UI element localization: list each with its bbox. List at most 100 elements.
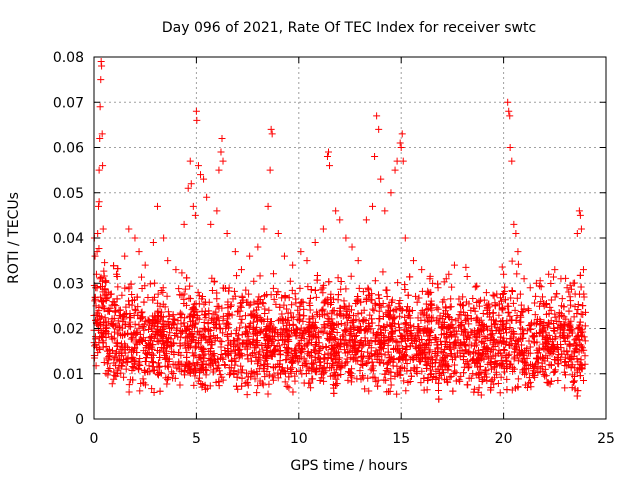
data-point bbox=[489, 291, 497, 299]
data-point bbox=[532, 292, 540, 300]
data-point bbox=[442, 304, 450, 312]
data-point bbox=[319, 343, 327, 351]
data-point bbox=[466, 334, 474, 342]
data-point bbox=[107, 290, 115, 298]
data-point bbox=[270, 270, 278, 278]
data-point bbox=[525, 379, 533, 387]
data-point bbox=[223, 332, 231, 340]
data-point bbox=[526, 378, 534, 386]
data-point-peak bbox=[575, 207, 583, 215]
data-point bbox=[258, 341, 266, 349]
data-point bbox=[140, 298, 148, 306]
data-point bbox=[367, 350, 375, 358]
data-point bbox=[257, 362, 265, 370]
data-point bbox=[150, 388, 158, 396]
data-point bbox=[293, 325, 301, 333]
data-point-peak bbox=[459, 293, 467, 301]
data-point bbox=[104, 294, 112, 302]
data-point bbox=[478, 354, 486, 362]
data-point bbox=[582, 308, 590, 316]
data-point bbox=[225, 364, 233, 372]
data-point bbox=[451, 361, 459, 369]
data-point bbox=[498, 263, 506, 271]
data-point bbox=[510, 365, 518, 373]
data-point bbox=[343, 341, 351, 349]
data-point bbox=[139, 375, 147, 383]
data-point bbox=[576, 318, 584, 326]
data-point bbox=[417, 350, 425, 358]
data-point bbox=[317, 286, 325, 294]
data-point-peak bbox=[187, 180, 195, 188]
data-point bbox=[428, 353, 436, 361]
data-point bbox=[434, 379, 442, 387]
data-point bbox=[288, 286, 296, 294]
data-point bbox=[371, 277, 379, 285]
data-point bbox=[280, 301, 288, 309]
data-point bbox=[236, 302, 244, 310]
data-point bbox=[387, 368, 395, 376]
data-point bbox=[352, 299, 360, 307]
data-point bbox=[190, 300, 198, 308]
data-point-peak bbox=[532, 279, 540, 287]
data-point bbox=[320, 368, 328, 376]
data-point bbox=[547, 280, 555, 288]
data-point bbox=[540, 354, 548, 362]
data-point bbox=[181, 285, 189, 293]
data-point bbox=[228, 311, 236, 319]
data-point-peak bbox=[172, 266, 180, 274]
data-point bbox=[496, 389, 504, 397]
data-point bbox=[566, 326, 574, 334]
data-point-peak bbox=[500, 270, 508, 278]
data-point-peak bbox=[577, 225, 585, 233]
data-point bbox=[497, 357, 505, 365]
data-point bbox=[114, 283, 122, 291]
data-point bbox=[111, 371, 119, 379]
data-point bbox=[195, 292, 203, 300]
data-point bbox=[362, 360, 370, 368]
data-point bbox=[444, 366, 452, 374]
data-point bbox=[529, 333, 537, 341]
data-point bbox=[133, 348, 141, 356]
data-point bbox=[279, 316, 287, 324]
data-point bbox=[540, 318, 548, 326]
data-point bbox=[391, 313, 399, 321]
data-point bbox=[373, 355, 381, 363]
data-point bbox=[110, 328, 118, 336]
data-point bbox=[174, 333, 182, 341]
data-point-peak bbox=[409, 257, 417, 265]
data-point-peak bbox=[539, 293, 547, 301]
data-point bbox=[320, 377, 328, 385]
data-point bbox=[221, 361, 229, 369]
y-tick-label: 0.02 bbox=[53, 322, 84, 338]
data-point bbox=[569, 352, 577, 360]
data-point bbox=[342, 285, 350, 293]
data-point bbox=[218, 373, 226, 381]
data-point-peak bbox=[95, 166, 103, 174]
data-point bbox=[232, 330, 240, 338]
data-point bbox=[376, 346, 384, 354]
data-point bbox=[192, 319, 200, 327]
data-point bbox=[291, 290, 299, 298]
data-point bbox=[444, 324, 452, 332]
data-point bbox=[337, 277, 345, 285]
data-point bbox=[403, 359, 411, 367]
data-point bbox=[499, 324, 507, 332]
data-point bbox=[501, 283, 509, 291]
data-point bbox=[364, 374, 372, 382]
data-point bbox=[321, 351, 329, 359]
data-point bbox=[424, 374, 432, 382]
data-point-peak bbox=[467, 306, 475, 314]
data-point bbox=[578, 332, 586, 340]
data-point bbox=[437, 371, 445, 379]
data-point bbox=[440, 318, 448, 326]
data-point bbox=[568, 384, 576, 392]
data-point bbox=[110, 355, 118, 363]
data-point-peak bbox=[268, 130, 276, 138]
data-point bbox=[475, 328, 483, 336]
data-point bbox=[289, 313, 297, 321]
data-point bbox=[330, 389, 338, 397]
data-point bbox=[551, 310, 559, 318]
data-point bbox=[205, 355, 213, 363]
data-point bbox=[327, 354, 335, 362]
data-point bbox=[424, 304, 432, 312]
